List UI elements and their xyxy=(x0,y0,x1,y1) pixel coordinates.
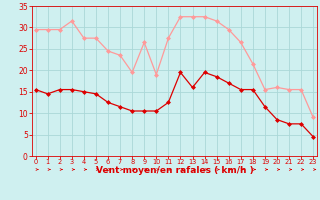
X-axis label: Vent moyen/en rafales ( km/h ): Vent moyen/en rafales ( km/h ) xyxy=(96,166,253,175)
